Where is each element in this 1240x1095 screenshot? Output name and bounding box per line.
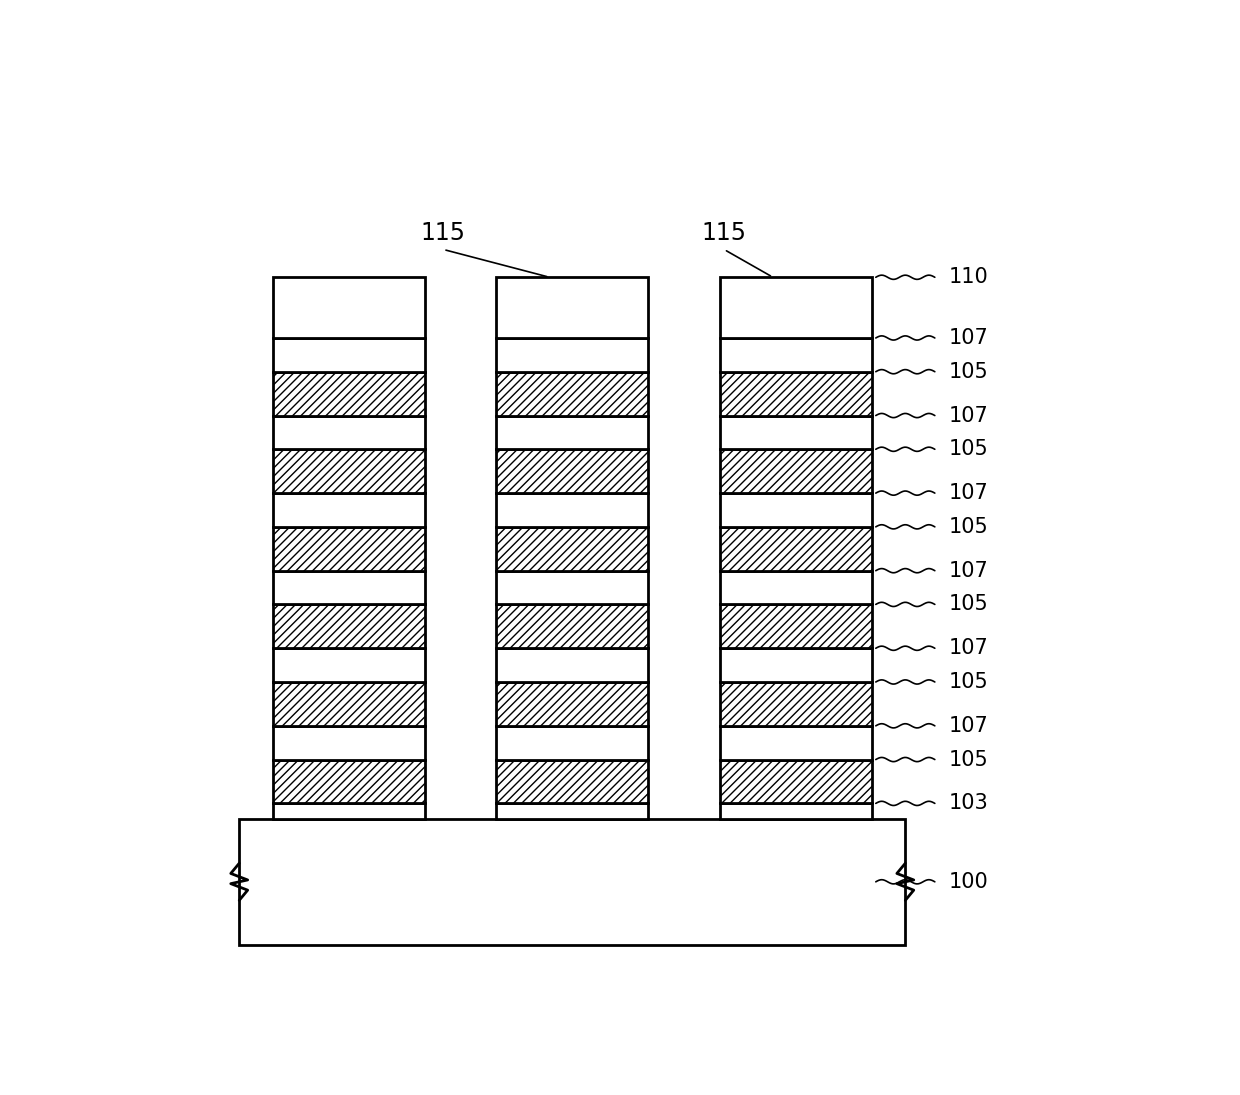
- Text: 105: 105: [949, 439, 990, 459]
- Bar: [719, 277, 872, 338]
- Bar: [719, 726, 872, 760]
- Bar: [239, 819, 905, 945]
- Text: 115: 115: [702, 221, 746, 245]
- Text: 105: 105: [949, 595, 990, 614]
- Bar: [719, 493, 872, 527]
- Bar: [496, 449, 649, 493]
- Bar: [273, 527, 425, 570]
- Bar: [719, 449, 872, 493]
- Bar: [496, 493, 649, 527]
- Bar: [273, 415, 425, 449]
- Bar: [273, 371, 425, 415]
- Bar: [273, 648, 425, 682]
- Text: 115: 115: [420, 221, 466, 245]
- Bar: [273, 277, 425, 338]
- Bar: [496, 527, 649, 570]
- Bar: [719, 804, 872, 819]
- Bar: [273, 604, 425, 648]
- Bar: [496, 604, 649, 648]
- Bar: [496, 682, 649, 726]
- Text: 105: 105: [949, 750, 990, 770]
- Bar: [496, 726, 649, 760]
- Text: 107: 107: [949, 405, 990, 426]
- Text: 107: 107: [949, 483, 990, 503]
- Bar: [273, 449, 425, 493]
- Text: 105: 105: [949, 672, 990, 692]
- Bar: [496, 570, 649, 604]
- Bar: [496, 371, 649, 415]
- Bar: [273, 338, 425, 371]
- Text: 107: 107: [949, 561, 990, 580]
- Bar: [496, 338, 649, 371]
- Bar: [719, 604, 872, 648]
- Text: 110: 110: [949, 267, 990, 287]
- Bar: [496, 415, 649, 449]
- Bar: [273, 682, 425, 726]
- Text: 103: 103: [949, 794, 990, 814]
- Bar: [719, 570, 872, 604]
- Bar: [273, 726, 425, 760]
- Bar: [719, 415, 872, 449]
- Bar: [496, 804, 649, 819]
- Bar: [496, 277, 649, 338]
- Text: 107: 107: [949, 328, 990, 348]
- Bar: [719, 527, 872, 570]
- Text: 107: 107: [949, 638, 990, 658]
- Bar: [496, 648, 649, 682]
- Text: 100: 100: [949, 872, 990, 891]
- Bar: [273, 760, 425, 804]
- Bar: [719, 338, 872, 371]
- Text: 107: 107: [949, 716, 990, 736]
- Bar: [496, 760, 649, 804]
- Bar: [719, 760, 872, 804]
- Bar: [273, 493, 425, 527]
- Text: 105: 105: [949, 517, 990, 537]
- Bar: [719, 682, 872, 726]
- Bar: [719, 648, 872, 682]
- Bar: [719, 371, 872, 415]
- Bar: [273, 570, 425, 604]
- Bar: [273, 804, 425, 819]
- Text: 105: 105: [949, 361, 990, 382]
